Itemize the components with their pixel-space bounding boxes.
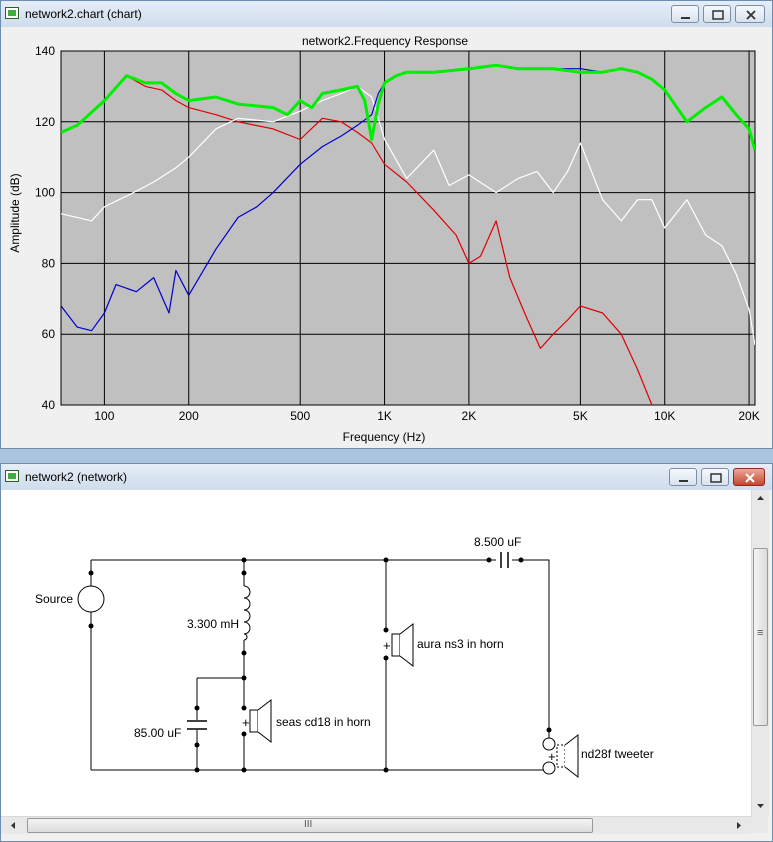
x-tick-label: 500 bbox=[290, 409, 310, 423]
green-series-line bbox=[61, 63, 755, 151]
y-tick-label: 80 bbox=[42, 256, 56, 270]
chart-window-title: network2.chart (chart) bbox=[25, 7, 142, 21]
maximize-button-network[interactable] bbox=[701, 468, 729, 486]
y-tick-label: 120 bbox=[35, 115, 55, 129]
seas-plus: + bbox=[242, 715, 250, 730]
x-tick-label: 2K bbox=[462, 409, 477, 423]
chart-window-titlebar[interactable]: network2.chart (chart) bbox=[1, 1, 772, 27]
chart-client-area: network2.Frequency Response Amplitude (d… bbox=[5, 27, 768, 446]
vertical-scroll-thumb[interactable]: ≡ bbox=[753, 548, 768, 726]
chart-title: network2.Frequency Response bbox=[302, 34, 468, 48]
restore-icon bbox=[710, 473, 722, 483]
aura-driver-label: aura ns3 in horn bbox=[417, 637, 504, 651]
horizontal-scroll-thumb[interactable]: III bbox=[27, 818, 593, 833]
x-tick-label: 10K bbox=[654, 409, 675, 423]
frequency-response-chart: network2.Frequency Response Amplitude (d… bbox=[8, 34, 760, 444]
junction-dots bbox=[88, 557, 552, 773]
scroll-left-arrow-icon[interactable] bbox=[5, 817, 21, 833]
vertical-thumb-grip: ≡ bbox=[757, 627, 764, 639]
x-tick-label: 1K bbox=[377, 409, 392, 423]
minimize-icon bbox=[681, 17, 690, 19]
tweeter-driver-label: nd28f tweeter bbox=[581, 747, 654, 761]
close-button-network[interactable] bbox=[733, 468, 765, 486]
y-tick-label: 40 bbox=[42, 398, 56, 412]
aura-plus: + bbox=[383, 638, 391, 653]
network-window-titlebar[interactable]: network2 (network) bbox=[1, 464, 772, 490]
y-tick-label: 60 bbox=[42, 327, 56, 341]
plot-area bbox=[60, 50, 756, 406]
seas-driver-label: seas cd18 in horn bbox=[276, 715, 371, 729]
y-tick-label: 140 bbox=[35, 44, 55, 58]
scroll-up-arrow-icon[interactable] bbox=[752, 490, 768, 506]
x-tick-label: 5K bbox=[573, 409, 588, 423]
capacitor-85uf-label: 85.00 uF bbox=[134, 726, 181, 740]
network-canvas[interactable]: Source 3.300 mH 85.00 uF + seas cd18 in … bbox=[1, 490, 751, 816]
minimize-icon bbox=[679, 480, 688, 482]
network-window-app-icon bbox=[5, 470, 19, 482]
white-series-line bbox=[61, 85, 755, 345]
capacitor-85uf-symbol[interactable] bbox=[187, 720, 207, 730]
capacitor-8-5uf-label: 8.500 uF bbox=[474, 535, 521, 549]
y-tick-label: 100 bbox=[35, 186, 55, 200]
vertical-scrollbar[interactable]: ≡ bbox=[751, 490, 769, 816]
tweeter-driver-symbol[interactable] bbox=[542, 733, 579, 779]
restore-icon bbox=[712, 10, 724, 20]
source-label: Source bbox=[35, 592, 73, 606]
minimize-button-network[interactable] bbox=[669, 468, 697, 486]
scroll-right-arrow-icon[interactable] bbox=[731, 817, 747, 833]
tweeter-plus: + bbox=[548, 749, 556, 764]
chart-window: network2.chart (chart) network2.Frequenc… bbox=[0, 0, 773, 449]
scroll-down-arrow-icon[interactable] bbox=[752, 798, 768, 814]
horizontal-thumb-grip: III bbox=[304, 819, 313, 830]
x-tick-label: 20K bbox=[738, 409, 759, 423]
x-axis-label: Frequency (Hz) bbox=[343, 430, 426, 444]
seas-driver-symbol[interactable] bbox=[249, 698, 272, 744]
capacitor-8-5uf-symbol[interactable] bbox=[500, 552, 509, 568]
y-axis-label: Amplitude (dB) bbox=[8, 173, 22, 252]
source-symbol[interactable] bbox=[77, 585, 105, 613]
chart-window-app-icon bbox=[5, 7, 19, 19]
size-grip[interactable] bbox=[751, 816, 768, 833]
network-window-title: network2 (network) bbox=[25, 470, 128, 484]
horizontal-scrollbar[interactable]: III bbox=[1, 816, 751, 834]
network-window: network2 (network) bbox=[0, 463, 773, 842]
close-icon bbox=[745, 473, 755, 483]
close-button-chart[interactable] bbox=[735, 5, 765, 23]
minimize-button[interactable] bbox=[671, 5, 699, 23]
x-tick-label: 200 bbox=[179, 409, 199, 423]
crossover-schematic: Source 3.300 mH 85.00 uF + seas cd18 in … bbox=[35, 535, 654, 779]
red-series-line bbox=[61, 75, 653, 405]
inductor-label: 3.300 mH bbox=[187, 617, 239, 631]
x-tick-label: 100 bbox=[94, 409, 114, 423]
close-icon bbox=[746, 10, 756, 20]
maximize-button[interactable] bbox=[703, 5, 731, 23]
inductor-symbol[interactable] bbox=[243, 585, 251, 641]
aura-driver-symbol[interactable] bbox=[391, 622, 414, 668]
